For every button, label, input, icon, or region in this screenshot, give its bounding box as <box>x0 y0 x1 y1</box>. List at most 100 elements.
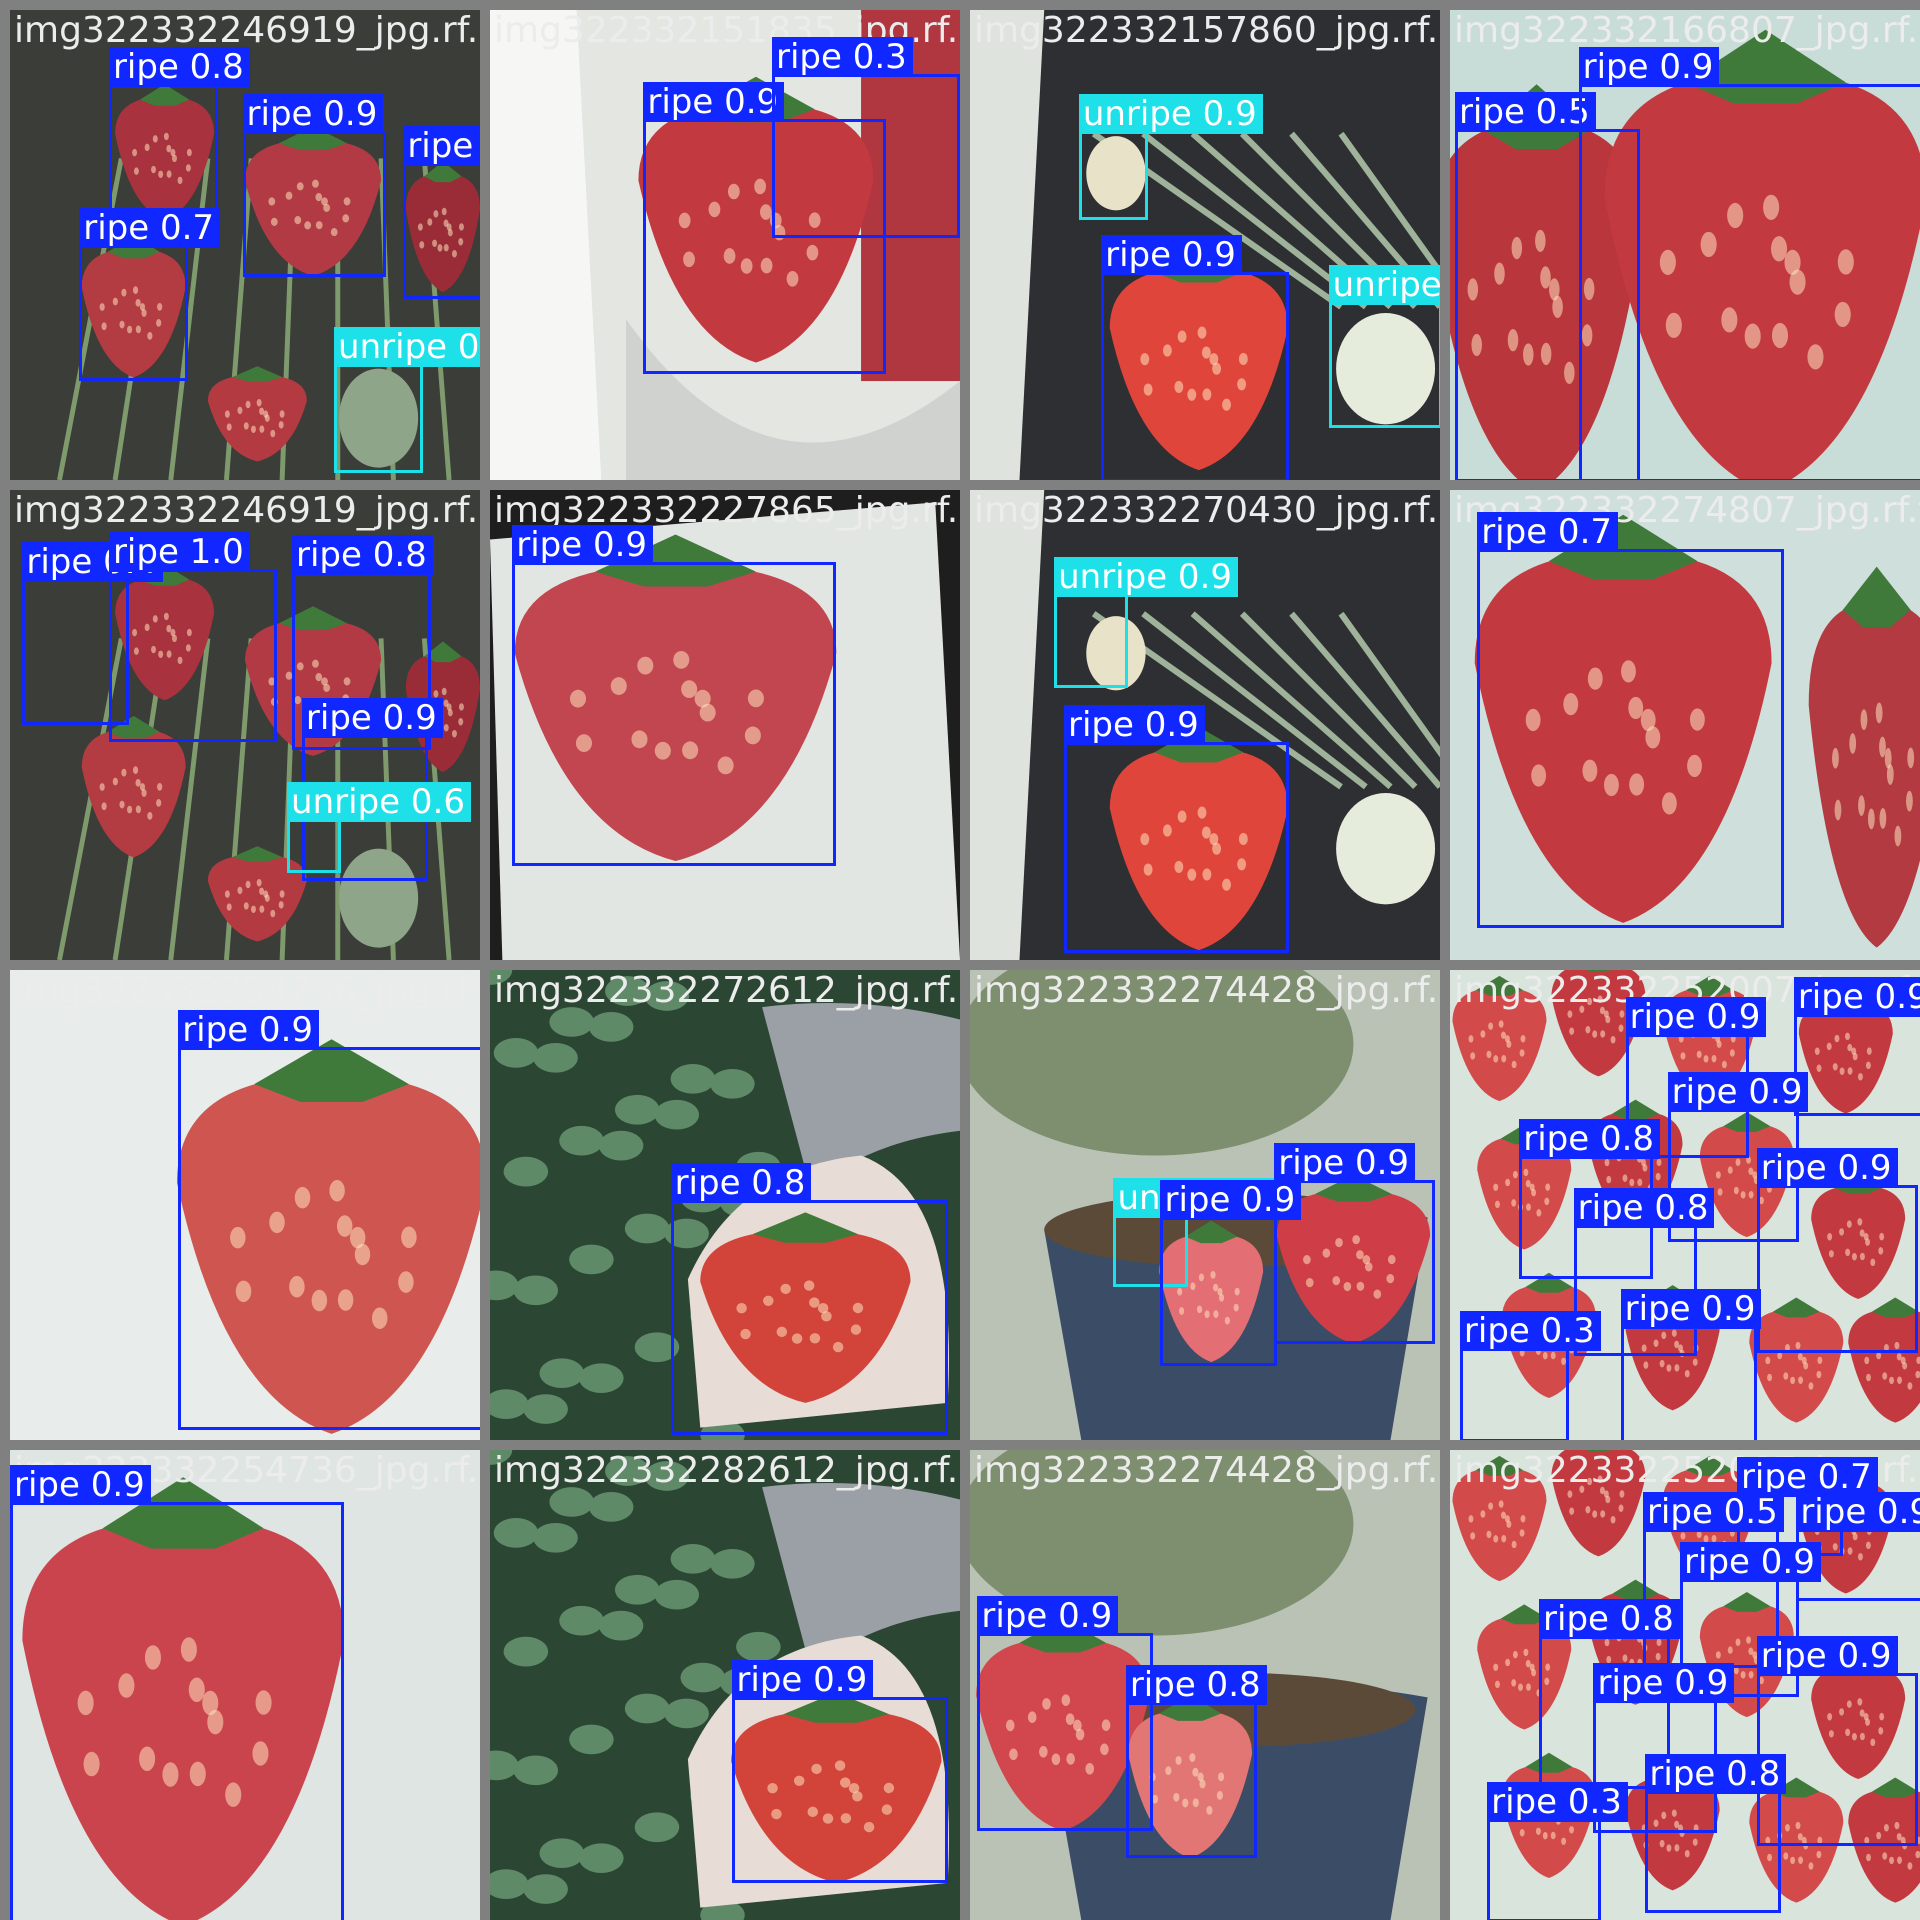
detection-box: ripe 0.7 <box>1477 512 1784 928</box>
detection-box: ripe 1.0 <box>108 532 278 743</box>
image-filename: img322332272612_jpg.rf.43 <box>494 970 960 1011</box>
detection-label: ripe 0.9 <box>1101 235 1242 276</box>
detection-box: ripe 0.9 <box>1274 1143 1436 1344</box>
detection-box: ripe 0.9 <box>512 524 837 866</box>
detection-label: ripe 0.7 <box>1736 1457 1878 1498</box>
detection-box: unripe 0.9 <box>1054 556 1238 688</box>
detection-label: unripe 0.8 <box>1328 264 1440 305</box>
detection-label: ripe 0.9 <box>512 524 654 565</box>
detection-box: ripe 0.7 <box>79 208 221 382</box>
detection-label: ripe 0.9 <box>1796 1492 1920 1533</box>
detection-box: unripe 0.8 <box>1328 264 1440 429</box>
strawberry-photo <box>1450 490 1920 960</box>
image-tile: img322332227865_jpg.rf.b4 ripe 0.9 <box>490 490 960 960</box>
detection-label: ripe 0.9 <box>1680 1541 1821 1582</box>
detection-box: ripe 0.9 <box>1793 977 1920 1116</box>
detection-box: unripe 0.6 <box>287 782 471 874</box>
detection-label: ripe 0.9 <box>1625 997 1767 1038</box>
image-filename: img322332157860_jpg.rf.33 <box>974 10 1440 51</box>
image-tile: img322332252007_jpg.rf.a3 ripe 0.7 ripe 0.… <box>1450 1450 1920 1920</box>
detection-label: ripe 0.8 <box>670 1163 812 1204</box>
detection-box: ripe 0.8 <box>1539 1598 1680 1789</box>
detection-box: ripe 0.9 <box>1756 1148 1918 1354</box>
detection-label: ripe 0.8 <box>108 47 250 88</box>
detection-box: ripe 0.9 <box>178 1009 480 1431</box>
detection-box: ripe 0.8 <box>1573 1187 1715 1356</box>
detection-label: unripe 0.9 <box>1078 94 1263 135</box>
detection-box: ripe 0.8 <box>1519 1118 1661 1280</box>
detection-label: ripe 0.5 <box>1642 1492 1784 1533</box>
detection-label: ripe 0.9 <box>1620 1289 1762 1330</box>
detection-box: ripe 0.9 <box>1160 1180 1302 1366</box>
detection-label: ripe 0.9 <box>1578 47 1720 88</box>
detection-box: ripe 0.9 <box>1578 47 1920 480</box>
image-tile: img322332270430_jpg.rf.b8 unripe 0.9 ripe … <box>970 490 1440 960</box>
image-filename: img322332166807_jpg.rf.99 <box>1454 10 1920 51</box>
detection-label: ripe 0.9 <box>178 1009 320 1050</box>
image-tile: img322332151835_jpg.rf.a3 ripe 0.9 ripe 0.… <box>490 10 960 480</box>
image-tile: img322332254736_jpg.rf.aa ripe 0.9 <box>10 1450 480 1920</box>
detection-label: ripe 0.8 <box>1645 1754 1787 1795</box>
detection-box: ripe 0.9 <box>1101 235 1290 480</box>
strawberry-photo <box>970 10 1440 480</box>
detection-label: ripe 0.9 <box>977 1596 1119 1637</box>
strawberry-photo <box>490 970 960 1440</box>
detection-box: ripe 0.5 <box>1642 1492 1784 1668</box>
detection-label: ripe 0.7 <box>79 208 221 248</box>
detection-box: ripe 0.9 <box>1667 1071 1809 1243</box>
detection-box: ripe 0.8 <box>1125 1665 1267 1859</box>
detection-label: ripe 0.9 <box>10 1464 151 1505</box>
detection-label: ripe 0.8 <box>1573 1187 1715 1228</box>
strawberry-photo <box>490 1450 960 1920</box>
detection-label: ripe 0.3 <box>772 37 913 78</box>
detection-label: unripe 0.9 <box>1054 556 1238 597</box>
detection-box: ripe 0.9 <box>977 1596 1154 1831</box>
detection-label: unripe 0.6 <box>287 782 471 822</box>
image-filename: img322332270430_jpg.rf.b8 <box>974 490 1440 531</box>
detection-label: ripe 0.8 <box>1519 1118 1661 1159</box>
image-filename: img322332246919_jpg.rf.35 <box>14 10 480 51</box>
detection-label: ripe 0.8 <box>1539 1598 1680 1639</box>
detection-label: ripe 0.9 <box>1793 977 1920 1018</box>
detection-label: ripe 0.8 <box>292 534 433 575</box>
image-tile: img322332254736_jpg.rf.75 ripe 0.9 <box>10 970 480 1440</box>
detection-box: ripe 0.9 <box>1620 1289 1762 1440</box>
detection-label: ripe 0.5 <box>1454 91 1596 132</box>
image-filename: img322332227865_jpg.rf.b4 <box>494 490 960 531</box>
detection-box: unripe 0.5 <box>334 326 480 473</box>
strawberry-photo <box>490 490 960 960</box>
detection-label: ripe 0.9 <box>1160 1180 1302 1221</box>
detection-box: ripe 0.4 <box>403 126 480 300</box>
detection-box: ripe 0.8 <box>108 47 250 221</box>
detection-label: ripe 0.4 <box>403 126 480 167</box>
image-tile: img322332274807_jpg.rf.fdcripe 0.7 <box>1450 490 1920 960</box>
detection-label: ripe 0.3 <box>1487 1781 1628 1822</box>
detection-box: ripe 0.8 <box>1645 1754 1787 1913</box>
image-tile: img322332252007_jpg.rf.7a ripe 0.9 ripe 0.… <box>1450 970 1920 1440</box>
detection-label: ripe 0.9 <box>732 1660 874 1701</box>
detection-box: ripe 0.9 <box>1756 1635 1918 1846</box>
image-filename: img322332274428_jpg.rf.c9 <box>974 1450 1440 1491</box>
detection-label: ripe 0.9 <box>1756 1148 1898 1189</box>
image-tile: img322332246919_jpg.rf.35 ripe 0.8 ripe 0.… <box>10 10 480 480</box>
detection-label: ripe 0.9 <box>1593 1662 1735 1703</box>
detection-label: ripe 0.9 <box>1274 1143 1416 1184</box>
detection-box: ripe 0.9 <box>10 1464 344 1920</box>
detection-label: unripe 0.5 <box>334 326 480 367</box>
image-filename: img322332246919_jpg.rf.8ca <box>14 490 480 531</box>
detection-label: ripe 0.9 <box>643 81 785 122</box>
detection-box: unripe 0.9 <box>1078 94 1263 221</box>
detection-label: ripe 0.8 <box>1125 1665 1267 1706</box>
detection-box: ripe 0.5 <box>1454 91 1641 480</box>
detection-label: ripe 0.3 <box>1459 1311 1601 1352</box>
detection-label: ripe 0.9 <box>301 697 443 738</box>
image-tile: img322332282612_jpg.rf.c0 ripe 0.9 <box>490 1450 960 1920</box>
detection-box: ripe 0.3 <box>1459 1311 1601 1440</box>
detection-box: ripe 0.9 <box>1680 1541 1821 1698</box>
detection-box: ripe 0.3 <box>1487 1781 1628 1920</box>
